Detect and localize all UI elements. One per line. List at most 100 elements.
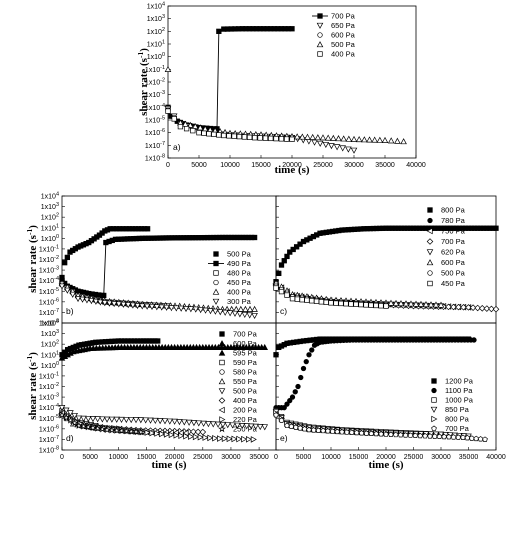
legend-marker [218, 340, 226, 347]
y-tick-label: 1x100 [41, 234, 59, 243]
data-point [469, 304, 477, 311]
data-point [284, 253, 290, 260]
y-tick-label: 1x102 [147, 27, 165, 36]
data-point [388, 431, 394, 437]
legend-marker [213, 279, 219, 286]
legend-label: 595 Pa [233, 349, 258, 358]
legend-label: 600 Pa [233, 339, 258, 348]
legend-entry: 700 Pa [219, 330, 258, 339]
data-point [190, 128, 196, 134]
legend-label: 850 Pa [445, 405, 470, 414]
data-point [427, 301, 435, 308]
data-point [471, 337, 477, 343]
data-point [348, 301, 354, 307]
data-point [468, 435, 475, 441]
data-point [192, 433, 199, 441]
data-point [397, 432, 404, 438]
data-point [221, 309, 229, 316]
y-tick-label: 1x10-5 [39, 287, 59, 296]
legend-marker [431, 397, 437, 403]
data-point [246, 312, 253, 319]
data-point [207, 308, 214, 315]
legend-entry: 595 Pa [218, 349, 258, 358]
data-point [93, 424, 102, 432]
data-point [297, 425, 304, 431]
data-point [242, 305, 249, 312]
series-line [167, 28, 292, 130]
data-point [252, 135, 258, 141]
data-point [355, 136, 363, 143]
legend-label: 1100 Pa [445, 386, 473, 395]
y-tick-label: 1x10-3 [39, 393, 59, 402]
data-point [422, 300, 430, 308]
legend-label: 400 Pa [331, 50, 356, 59]
legend-marker [316, 41, 324, 48]
data-point [306, 426, 312, 433]
data-point [164, 65, 172, 72]
data-point [241, 134, 248, 140]
data-point [84, 422, 93, 431]
y-tick-label: 1x10-2 [145, 78, 165, 87]
data-point [350, 135, 358, 142]
legend-entry: 850 Pa [430, 405, 470, 414]
legend-entry: 600 Pa [317, 31, 356, 40]
data-point [113, 416, 120, 423]
x-tick-label: 40000 [486, 454, 506, 461]
legend-marker [213, 260, 219, 267]
data-point [178, 432, 185, 440]
data-point [289, 394, 296, 400]
legend-marker [427, 217, 433, 224]
data-point [301, 426, 308, 432]
y-tick-label: 1x10-7 [39, 308, 59, 317]
data-point [292, 424, 299, 430]
x-tick-label: 15000 [251, 162, 271, 169]
legend-label: 400 Pa [227, 288, 252, 297]
data-point [97, 299, 104, 306]
data-point [314, 134, 322, 141]
data-point [493, 225, 499, 231]
legend-marker [426, 249, 434, 256]
data-point [304, 297, 310, 303]
data-point [136, 427, 145, 436]
data-point [58, 283, 66, 290]
y-tick-label: 1x10-6 [145, 128, 165, 137]
data-point [460, 434, 466, 440]
data-point [381, 136, 389, 143]
x-tick-label: 15000 [137, 454, 157, 461]
data-point [192, 306, 200, 313]
data-point [477, 436, 484, 442]
legend-entry: 750 Pa [426, 227, 466, 236]
legend-label: 220 Pa [233, 415, 258, 424]
legend-entry: 450 Pa [427, 279, 466, 288]
data-point [298, 374, 304, 381]
panel-a: 1x10-8 1x10-7 1x10-6 1x10-5 1x10-4 1x10-3 1x10… [136, 2, 426, 177]
data-point [132, 417, 140, 424]
legend-entry: 500 Pa [218, 387, 258, 396]
data-point [168, 305, 175, 312]
legend-entry: 490 Pa [208, 259, 252, 268]
data-point [188, 433, 195, 440]
y-axis-title: shear rate (s-1) [25, 225, 39, 293]
data-point [378, 431, 384, 437]
data-point [62, 413, 71, 422]
data-point [309, 347, 315, 353]
data-point [288, 423, 295, 429]
data-point [89, 416, 97, 423]
data-point [187, 306, 195, 313]
data-point [339, 429, 345, 435]
data-point [226, 435, 233, 443]
legend-label: 200 Pa [233, 406, 258, 415]
y-tick-label: 1x10-1 [39, 244, 59, 253]
data-point [329, 428, 336, 434]
data-point [363, 302, 369, 308]
data-point [482, 436, 488, 442]
x-tick-label: 5000 [82, 454, 98, 461]
y-tick-label: 1x10-5 [145, 116, 165, 125]
data-point [216, 28, 222, 34]
legend-marker [431, 415, 438, 423]
data-point [197, 433, 204, 441]
y-tick-label: 1x102 [41, 340, 59, 349]
series-450-pa [273, 285, 389, 309]
data-point [394, 137, 401, 144]
legend-marker [316, 22, 324, 29]
